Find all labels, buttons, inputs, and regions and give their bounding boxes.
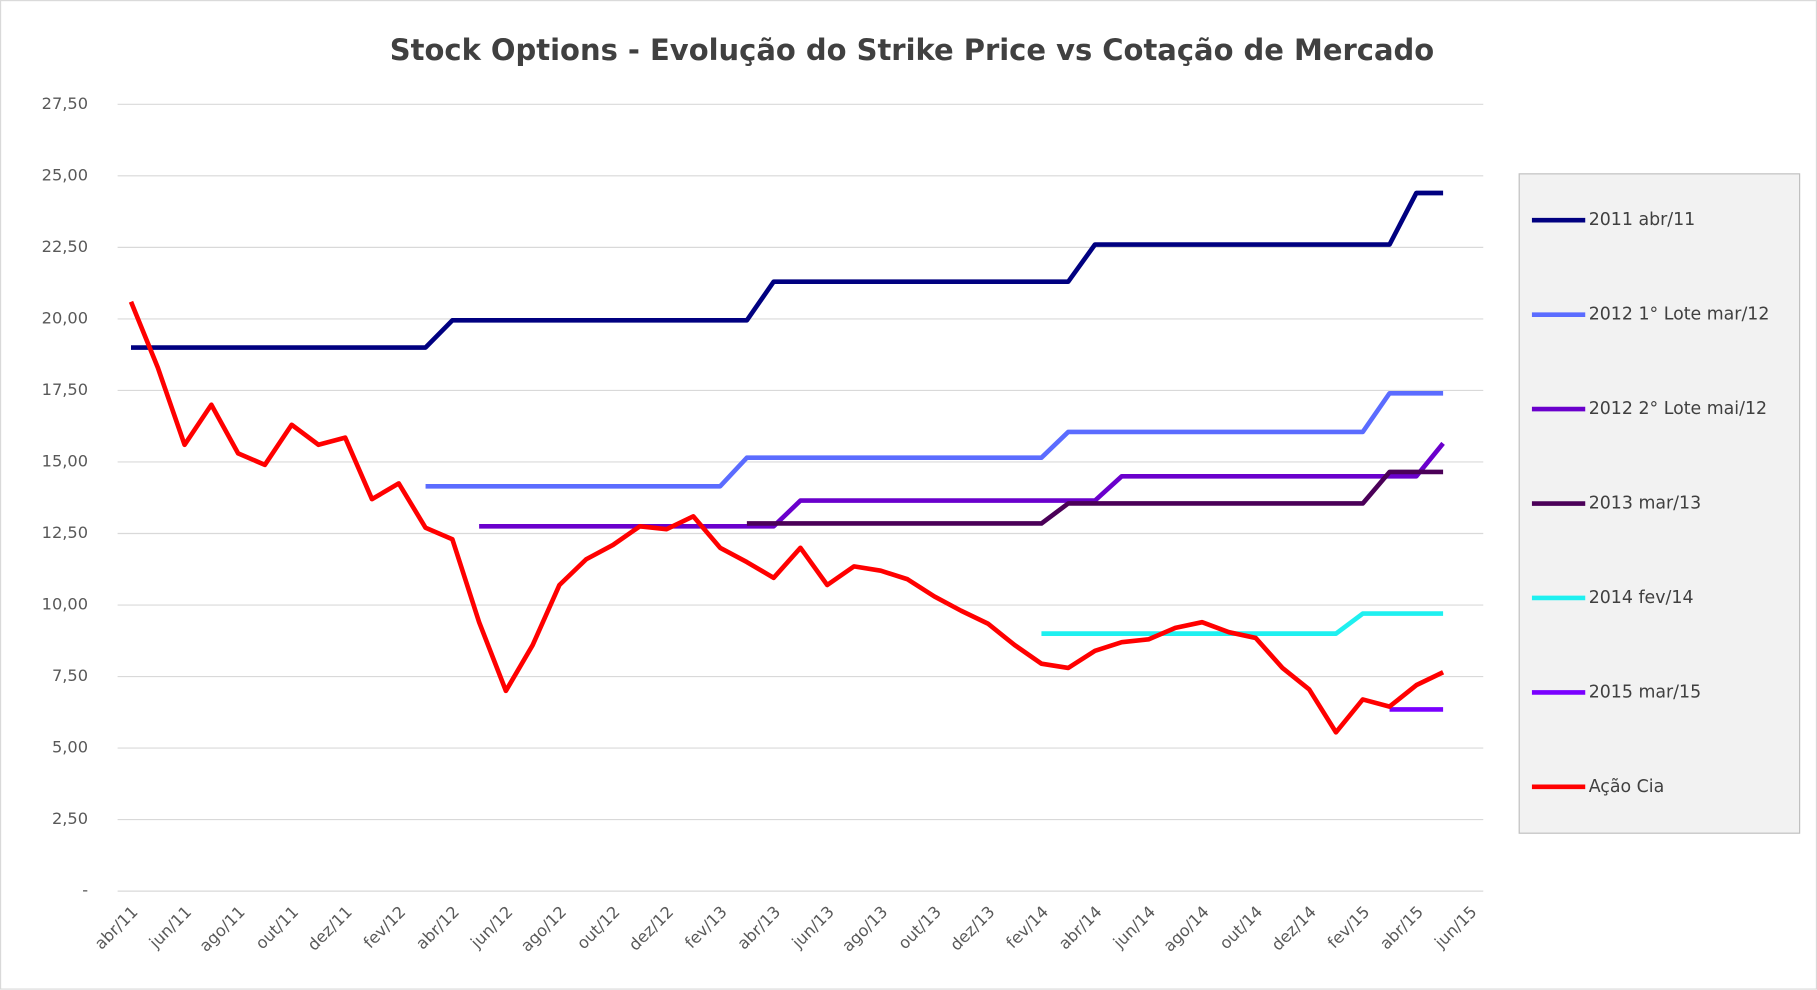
y-tick-label: 17,50 — [42, 380, 88, 399]
y-tick-label: 27,50 — [42, 94, 88, 113]
legend-label: 2012 2° Lote mai/12 — [1589, 399, 1767, 419]
y-tick-label: - — [82, 881, 88, 900]
y-tick-label: 7,50 — [52, 666, 88, 685]
legend-label: 2011 abr/11 — [1589, 210, 1696, 230]
legend-label: 2012 1° Lote mar/12 — [1589, 305, 1770, 325]
y-tick-label: 22,50 — [42, 237, 88, 256]
plot-lines — [128, 190, 1445, 735]
y-tick-label: 15,00 — [42, 451, 88, 470]
series-line — [131, 190, 1444, 350]
y-tick-label: 2,50 — [52, 809, 88, 828]
series-line — [746, 469, 1444, 526]
y-tick-label: 20,00 — [42, 308, 88, 327]
y-tick-label: 10,00 — [42, 595, 88, 614]
y-tick-label: 12,50 — [42, 523, 88, 542]
chart-title: Stock Options - Evolução do Strike Price… — [390, 33, 1434, 67]
legend-label: 2015 mar/15 — [1589, 682, 1701, 702]
series-line — [425, 390, 1444, 489]
y-tick-label: 5,00 — [52, 738, 88, 757]
legend-label: 2014 fev/14 — [1589, 588, 1694, 608]
legend-label: 2013 mar/13 — [1589, 494, 1701, 514]
series-line — [128, 300, 1445, 735]
legend-label: Ação Cia — [1589, 777, 1665, 797]
y-tick-label: 25,00 — [42, 165, 88, 184]
legend: 2011 abr/11 2012 1° Lote mar/12 2012 2° Lo… — [1531, 210, 1770, 797]
